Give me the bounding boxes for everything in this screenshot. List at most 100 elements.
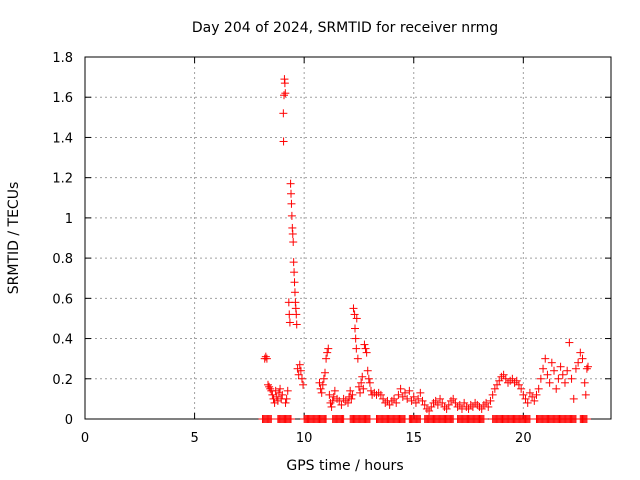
data-point bbox=[545, 378, 554, 387]
grid-lines bbox=[85, 57, 611, 419]
data-point bbox=[490, 384, 499, 393]
data-point bbox=[451, 398, 460, 407]
data-point bbox=[281, 89, 290, 98]
data-point bbox=[482, 398, 491, 407]
y-tick-label: 1.2 bbox=[52, 172, 73, 187]
data-point bbox=[582, 415, 591, 423]
data-point bbox=[525, 388, 534, 397]
data-point bbox=[374, 388, 383, 397]
data-point bbox=[541, 354, 550, 363]
data-point bbox=[317, 388, 326, 397]
data-point bbox=[350, 310, 359, 319]
data-point bbox=[354, 382, 363, 391]
data-point bbox=[550, 366, 559, 375]
data-point bbox=[392, 398, 401, 407]
data-point bbox=[532, 390, 541, 399]
data-point bbox=[362, 348, 371, 357]
data-point bbox=[285, 310, 294, 319]
x-tick-label: 20 bbox=[515, 431, 532, 446]
data-point bbox=[499, 370, 508, 379]
data-point bbox=[455, 400, 464, 409]
data-point bbox=[583, 362, 592, 371]
data-point bbox=[493, 380, 502, 389]
data-point bbox=[558, 370, 567, 379]
data-point bbox=[274, 388, 283, 397]
data-point bbox=[420, 400, 429, 409]
x-tick-label: 10 bbox=[296, 431, 313, 446]
data-point bbox=[508, 374, 517, 383]
data-point bbox=[351, 334, 360, 343]
data-point bbox=[290, 278, 299, 287]
y-tick-label: 0 bbox=[65, 413, 73, 428]
y-tick-label: 1.6 bbox=[52, 91, 73, 106]
data-point bbox=[512, 376, 521, 385]
data-point bbox=[361, 344, 370, 353]
data-point bbox=[534, 384, 543, 393]
data-point bbox=[289, 238, 298, 247]
data-point bbox=[530, 396, 539, 405]
data-point bbox=[580, 378, 589, 387]
data-point bbox=[464, 404, 473, 413]
data-point bbox=[349, 304, 358, 313]
data-point bbox=[440, 402, 449, 411]
data-point bbox=[403, 394, 412, 403]
data-point bbox=[271, 386, 280, 395]
y-tick-label: 1.8 bbox=[52, 51, 73, 66]
data-point bbox=[320, 368, 329, 377]
data-point bbox=[337, 400, 346, 409]
data-point bbox=[353, 354, 362, 363]
x-tick-label: 15 bbox=[405, 431, 422, 446]
data-point bbox=[357, 378, 366, 387]
data-point bbox=[510, 378, 519, 387]
data-point bbox=[280, 91, 289, 100]
data-point bbox=[294, 370, 303, 379]
data-point bbox=[519, 390, 528, 399]
data-point bbox=[396, 384, 405, 393]
data-point bbox=[279, 137, 288, 146]
data-point bbox=[488, 390, 497, 399]
data-point bbox=[523, 398, 532, 407]
data-point bbox=[560, 378, 569, 387]
data-point bbox=[287, 199, 296, 208]
data-point bbox=[339, 394, 348, 403]
data-point bbox=[262, 354, 271, 363]
data-point bbox=[319, 374, 328, 383]
data-point bbox=[411, 398, 420, 407]
data-point bbox=[556, 362, 565, 371]
data-point bbox=[287, 189, 296, 198]
y-tick-label: 0.4 bbox=[52, 333, 73, 348]
data-point bbox=[318, 380, 327, 389]
data-point bbox=[449, 394, 458, 403]
data-point bbox=[571, 364, 580, 373]
data-point bbox=[279, 109, 288, 118]
data-point bbox=[495, 376, 504, 385]
data-point bbox=[286, 179, 295, 188]
plot-frame bbox=[84, 56, 612, 420]
data-point bbox=[330, 386, 339, 395]
data-point bbox=[348, 390, 357, 399]
data-point bbox=[359, 384, 368, 393]
data-point bbox=[414, 394, 423, 403]
data-point bbox=[484, 402, 493, 411]
data-point bbox=[278, 390, 287, 399]
data-point bbox=[433, 400, 442, 409]
data-point bbox=[528, 392, 537, 401]
data-point bbox=[272, 392, 281, 401]
data-point bbox=[364, 374, 373, 383]
data-point bbox=[329, 392, 338, 401]
data-point bbox=[407, 396, 416, 405]
data-point bbox=[422, 404, 431, 413]
data-point bbox=[486, 396, 495, 405]
data-point bbox=[565, 338, 574, 347]
data-point bbox=[453, 402, 462, 411]
data-point bbox=[289, 258, 298, 267]
data-point bbox=[442, 404, 451, 413]
data-point bbox=[438, 398, 447, 407]
data-point bbox=[285, 318, 294, 327]
data-point bbox=[351, 324, 360, 333]
data-point bbox=[539, 364, 548, 373]
data-point bbox=[581, 390, 590, 399]
data-point bbox=[475, 402, 484, 411]
data-point bbox=[288, 229, 297, 238]
data-point bbox=[405, 386, 414, 395]
